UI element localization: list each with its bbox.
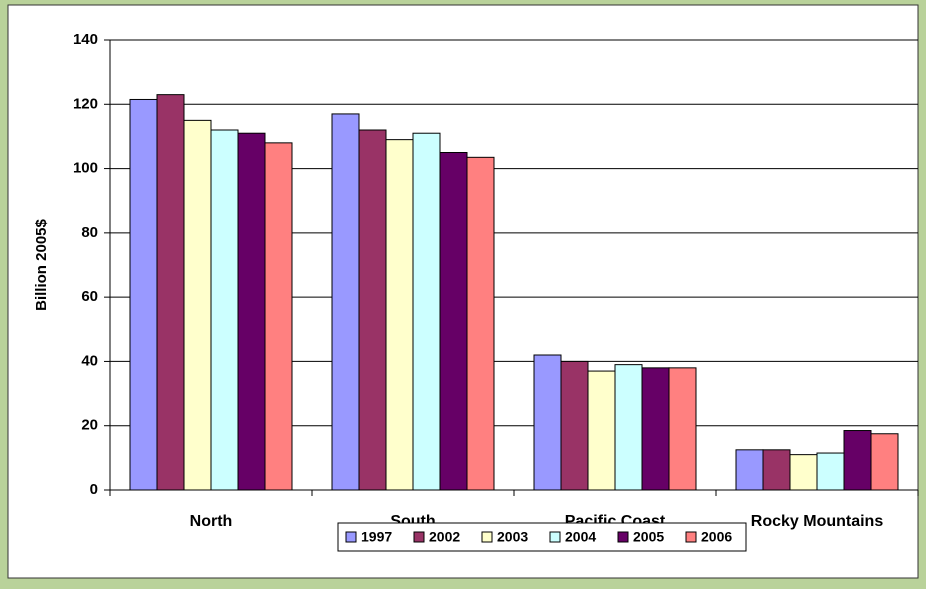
bar (466, 156, 495, 491)
bar (816, 452, 845, 491)
y-tick-label: 60 (81, 288, 98, 305)
bar (183, 119, 212, 491)
x-tick-label: Rocky Mountains (751, 513, 884, 530)
legend-swatch (413, 531, 425, 543)
legend-label: 1997 (361, 529, 392, 545)
bar (843, 430, 872, 491)
legend-box (337, 522, 747, 552)
bar (762, 449, 791, 491)
bar (789, 454, 818, 491)
bar (358, 129, 387, 491)
bar (412, 132, 441, 491)
legend-label: 2003 (497, 529, 528, 545)
bar (331, 113, 360, 491)
legend-swatch (481, 531, 493, 543)
y-tick-label: 120 (73, 95, 98, 112)
bar (156, 94, 185, 491)
y-tick-label: 40 (81, 352, 98, 369)
y-tick-label: 140 (73, 31, 98, 48)
bar (439, 152, 468, 491)
legend-swatch (685, 531, 697, 543)
legend-swatch (549, 531, 561, 543)
bar (129, 98, 158, 491)
legend-swatch (617, 531, 629, 543)
bar (614, 364, 643, 491)
legend-label: 2002 (429, 529, 460, 545)
bar (210, 129, 239, 491)
bar (870, 433, 899, 491)
bar (533, 354, 562, 491)
bar (587, 370, 616, 491)
bar (735, 449, 764, 491)
y-tick-label: 80 (81, 224, 98, 241)
y-tick-label: 100 (73, 160, 98, 177)
legend-swatch (345, 531, 357, 543)
bar (237, 132, 266, 491)
bar (641, 367, 670, 491)
legend-label: 2005 (633, 529, 664, 545)
bar (264, 142, 293, 491)
legend-label: 2006 (701, 529, 732, 545)
bar (668, 367, 697, 491)
y-tick-label: 20 (81, 417, 98, 434)
bar (560, 360, 589, 491)
y-axis-label: Billion 2005$ (33, 218, 50, 310)
bar (385, 139, 414, 491)
x-tick-label: North (190, 513, 233, 530)
y-tick-label: 0 (90, 481, 98, 498)
legend-label: 2004 (565, 529, 596, 545)
